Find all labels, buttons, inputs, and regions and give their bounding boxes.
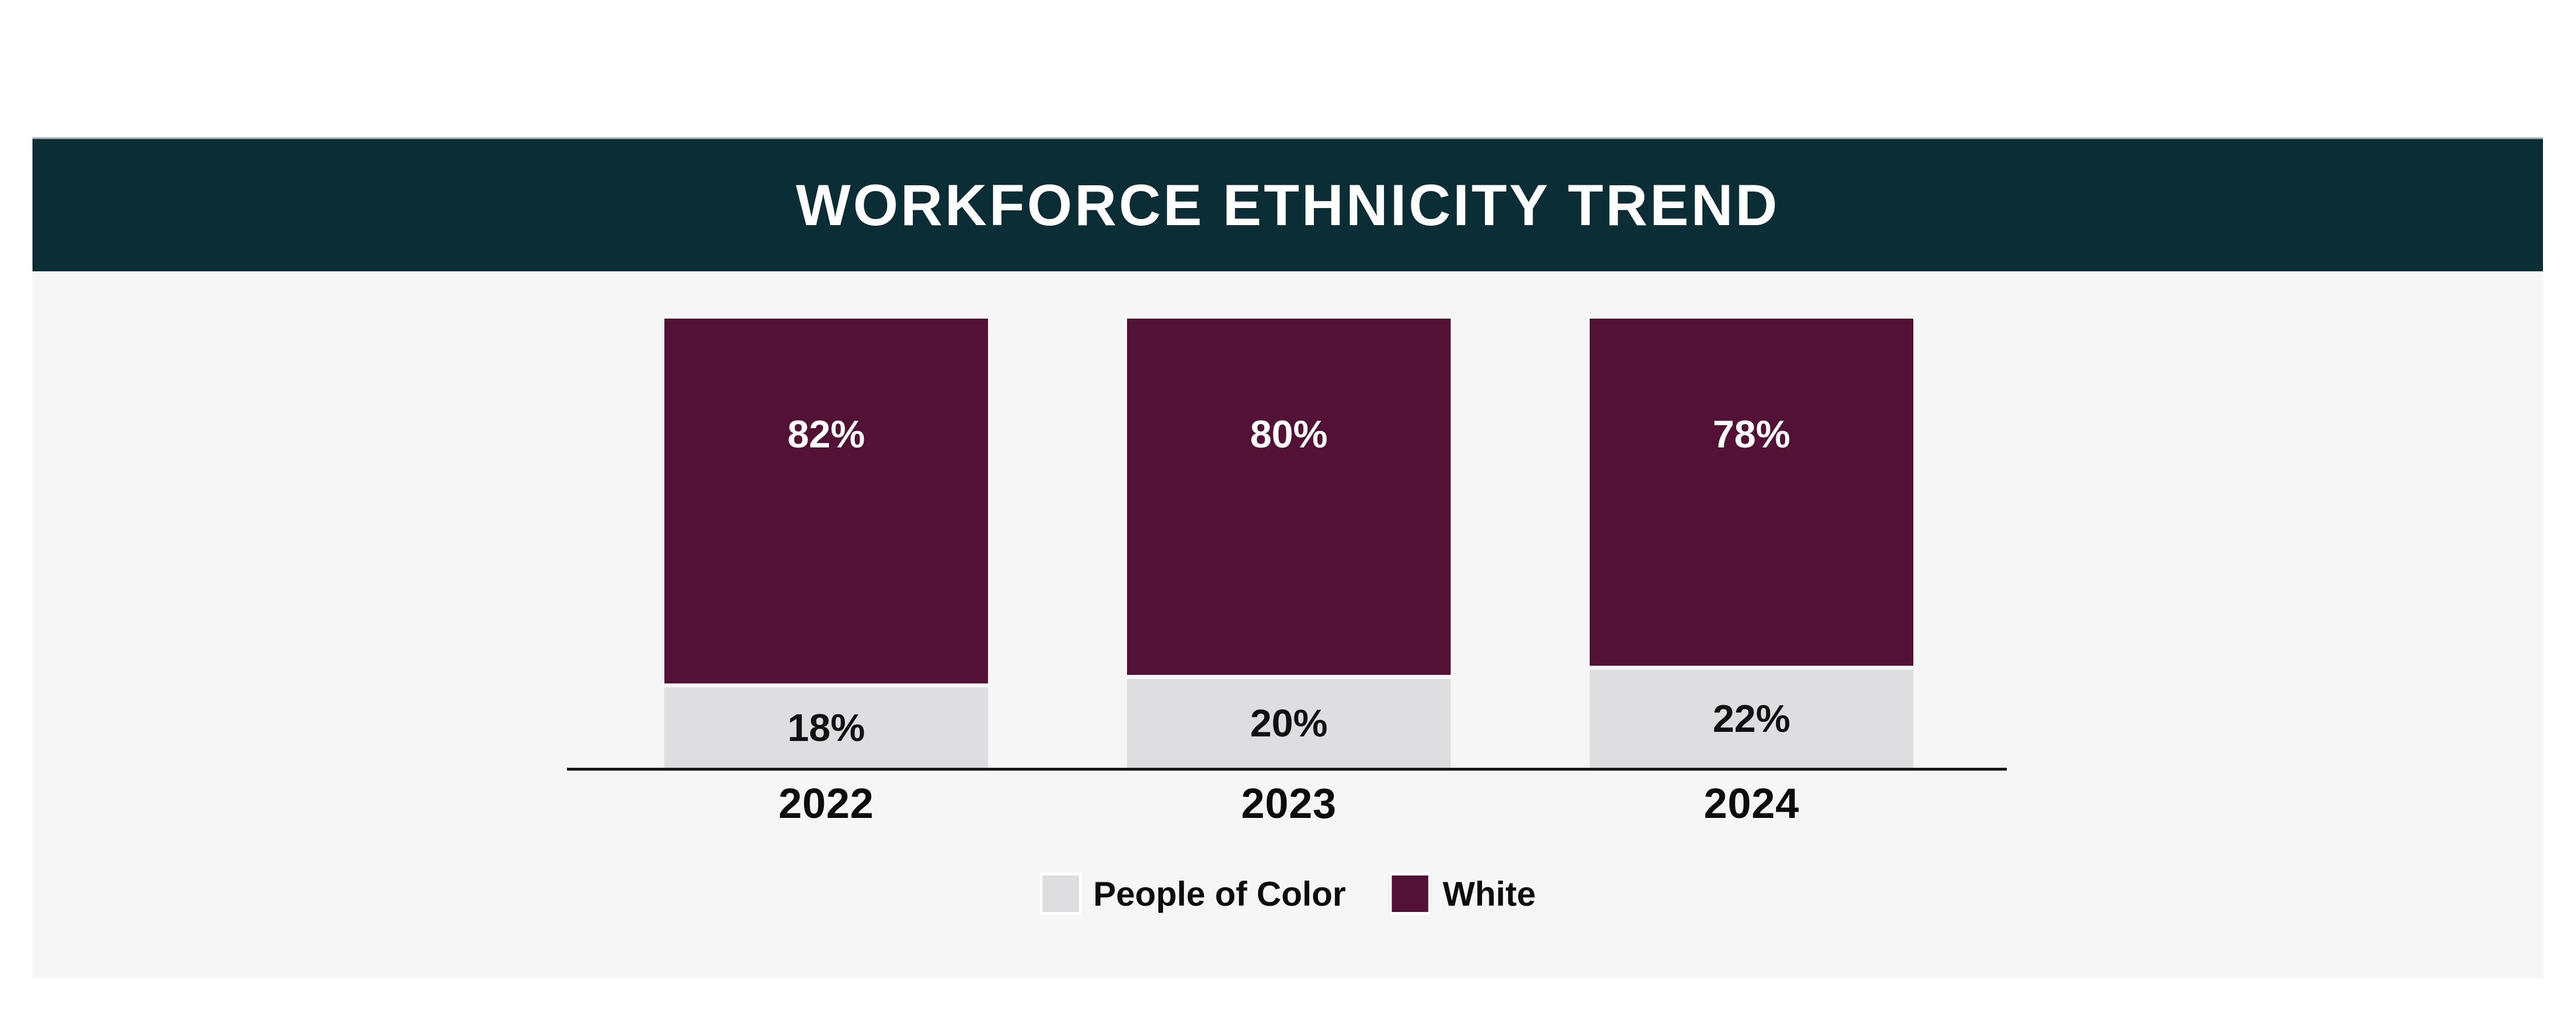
x-axis-tick-2024: 2024 (1704, 780, 1799, 827)
bar-label-people-of-color: 22% (1712, 697, 1791, 740)
x-axis-tick-2022: 2022 (778, 780, 874, 827)
bar-label-people-of-color: 18% (787, 706, 866, 750)
bar-segment-white: 82% (664, 319, 988, 683)
legend-label-white: White (1443, 874, 1536, 913)
legend: People of Color White (1039, 873, 1536, 915)
segment-divider (1127, 675, 1451, 679)
chart-plot-area: 82% 18% 80% 20% 78% 22% (32, 271, 2543, 978)
legend-swatch-white (1389, 873, 1432, 915)
bar-label-people-of-color: 20% (1250, 702, 1328, 745)
bar-segment-people-of-color: 18% (664, 687, 988, 768)
bar-segment-white: 80% (1127, 319, 1451, 675)
workforce-ethnicity-card: WORKFORCE ETHNICITY TREND 82% 18% 80% 20… (32, 137, 2543, 978)
legend-swatch-people-of-color (1039, 873, 1082, 915)
legend-item-people-of-color: People of Color (1039, 873, 1346, 915)
bar-segment-white: 78% (1590, 319, 1913, 666)
chart-title: WORKFORCE ETHNICITY TREND (795, 172, 1780, 238)
bar-label-white: 82% (787, 413, 866, 456)
bar-label-white: 80% (1250, 413, 1328, 456)
chart-header: WORKFORCE ETHNICITY TREND (32, 137, 2543, 271)
x-axis-baseline (567, 768, 2007, 771)
bar-segment-people-of-color: 20% (1127, 679, 1451, 768)
stacked-bar-2022: 82% 18% (664, 319, 988, 768)
bar-segment-people-of-color: 22% (1590, 670, 1913, 768)
x-axis-tick-2023: 2023 (1241, 780, 1337, 827)
stacked-bar-2023: 80% 20% (1127, 319, 1451, 768)
segment-divider (1590, 666, 1913, 670)
legend-label-people-of-color: People of Color (1093, 874, 1346, 913)
bar-label-white: 78% (1712, 413, 1791, 456)
segment-divider (664, 683, 988, 687)
legend-item-white: White (1389, 873, 1536, 915)
stacked-bar-2024: 78% 22% (1590, 319, 1913, 768)
